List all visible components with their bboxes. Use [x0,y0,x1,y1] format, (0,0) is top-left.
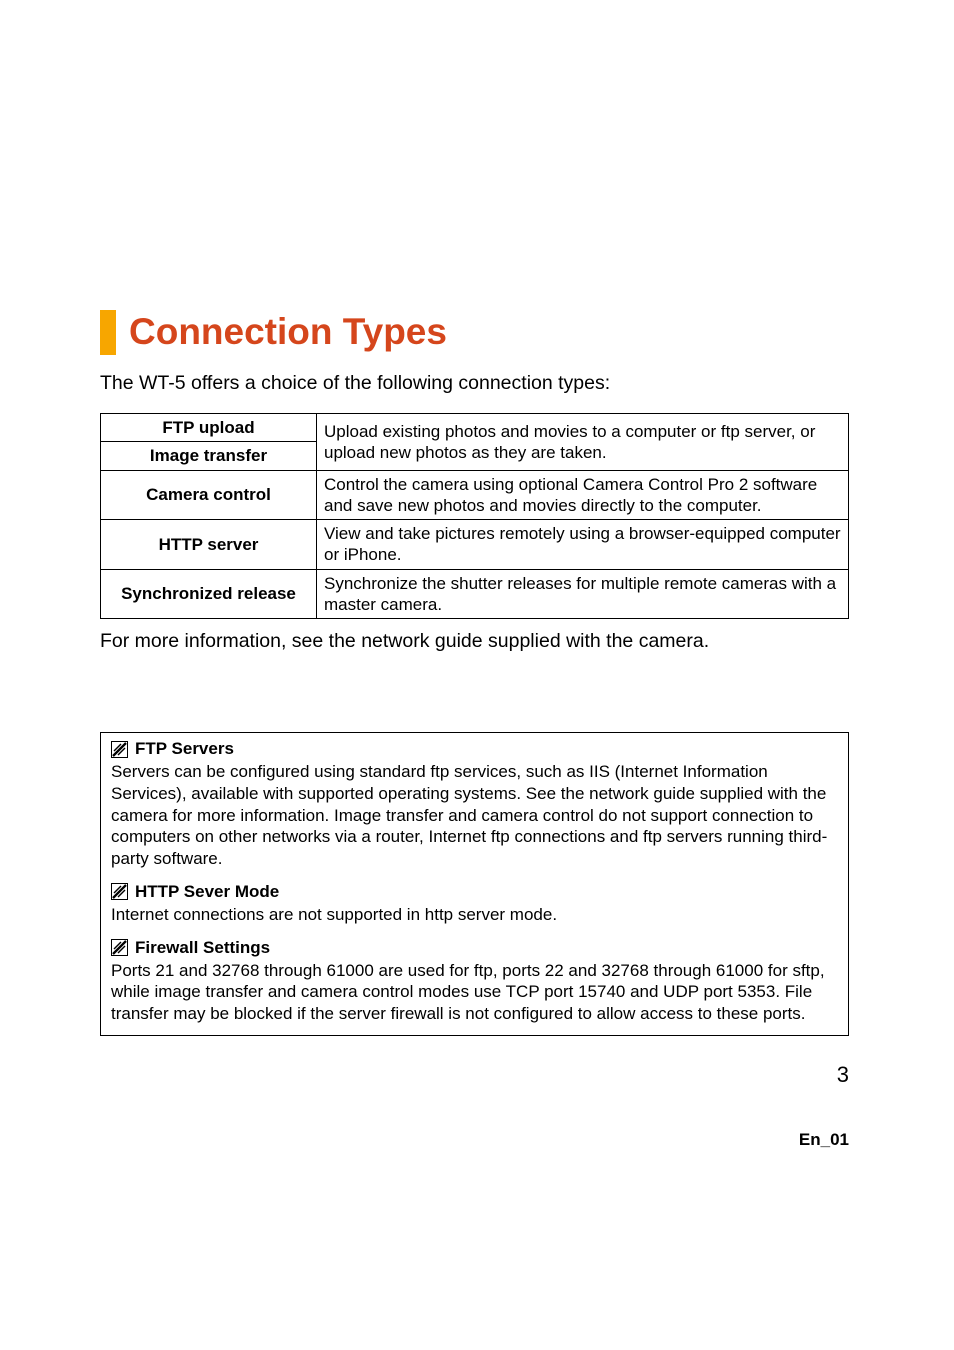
note-body: Servers can be configured using standard… [111,761,838,870]
connection-types-table: FTP upload Upload existing photos and mo… [100,413,849,619]
note-heading-text: HTTP Sever Mode [135,882,279,902]
table-desc-cell: Control the camera using optional Camera… [317,470,849,520]
note-icon [111,741,128,758]
notes-box: FTP Servers Servers can be configured us… [100,732,849,1036]
note-section: Firewall Settings Ports 21 and 32768 thr… [111,938,838,1025]
table-row: Synchronized release Synchronize the shu… [101,569,849,619]
page-number: 3 [100,1062,849,1088]
note-heading: HTTP Sever Mode [111,882,838,902]
note-heading: Firewall Settings [111,938,838,958]
note-heading-text: FTP Servers [135,739,234,759]
page-title: Connection Types [129,310,447,355]
note-heading-text: Firewall Settings [135,938,270,958]
footer-code: En_01 [100,1130,849,1150]
note-body: Internet connections are not supported i… [111,904,838,926]
table-label-cell: Image transfer [101,442,317,470]
note-heading: FTP Servers [111,739,838,759]
table-desc-cell: Synchronize the shutter releases for mul… [317,569,849,619]
table-label-cell: HTTP server [101,520,317,570]
intro-text: The WT-5 offers a choice of the followin… [100,371,849,395]
table-label-cell: FTP upload [101,414,317,442]
note-icon [111,883,128,900]
note-section: FTP Servers Servers can be configured us… [111,739,838,870]
page: Connection Types The WT-5 offers a choic… [0,0,954,1150]
note-icon [111,939,128,956]
table-desc-cell: View and take pictures remotely using a … [317,520,849,570]
table-row: FTP upload Upload existing photos and mo… [101,414,849,442]
table-row: HTTP server View and take pictures remot… [101,520,849,570]
note-section: HTTP Sever Mode Internet connections are… [111,882,838,926]
title-accent-bar [100,310,116,355]
note-body: Ports 21 and 32768 through 61000 are use… [111,960,838,1025]
after-table-text: For more information, see the network gu… [100,629,849,654]
table-desc-cell: Upload existing photos and movies to a c… [317,414,849,471]
table-label-cell: Synchronized release [101,569,317,619]
title-row: Connection Types [100,310,849,355]
table-row: Camera control Control the camera using … [101,470,849,520]
table-label-cell: Camera control [101,470,317,520]
